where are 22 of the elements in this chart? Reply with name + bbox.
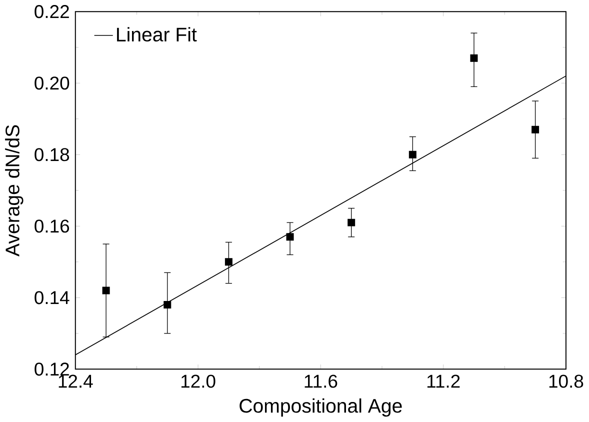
y-tick-label: 0.16	[34, 220, 70, 233]
point	[470, 54, 478, 62]
y-tick-label: 0.20	[34, 76, 70, 90]
y-tick-label: 0.14	[34, 291, 70, 304]
y-tick-label: 0.18	[34, 148, 70, 162]
x-axis-title: Compositional Age	[240, 398, 402, 417]
x-tick-label: 12.0	[181, 374, 216, 388]
point	[532, 126, 540, 134]
x-tick-label: 11.2	[427, 374, 460, 388]
point	[348, 218, 356, 226]
y-axis-title: Average dN/dS	[5, 125, 24, 257]
point	[224, 258, 232, 266]
point	[286, 233, 294, 241]
y-tick-label: 0.22	[34, 5, 69, 18]
y-tick-label: 0.12	[34, 362, 69, 376]
point	[102, 286, 110, 294]
point	[408, 151, 416, 159]
x-tick-label: 12.4	[58, 374, 93, 388]
x-tick-label: 10.8	[549, 374, 584, 388]
x-tick-label: 11.6	[304, 374, 338, 388]
legend-label: Linear Fit	[117, 27, 197, 42]
point	[164, 301, 172, 309]
